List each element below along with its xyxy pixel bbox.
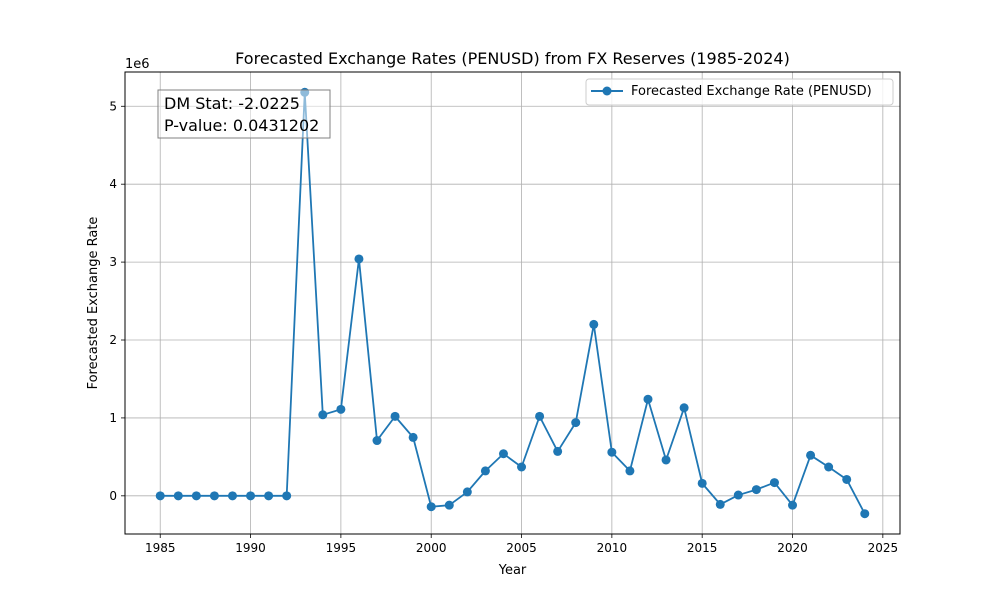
data-point (661, 455, 671, 465)
x-tick-label: 1995 (326, 541, 357, 555)
series-line (160, 91, 866, 515)
data-point (788, 500, 798, 510)
data-point (444, 500, 454, 510)
data-point (173, 491, 183, 501)
data-point (246, 491, 256, 501)
data-point (625, 466, 635, 476)
p-value-text: P-value: 0.0431202 (164, 116, 319, 135)
legend-marker-swatch (602, 86, 612, 96)
stats-annotation: DM Stat: -2.0225 P-value: 0.0431202 (157, 89, 331, 139)
data-point (227, 491, 237, 501)
x-tick-label: 1990 (235, 541, 266, 555)
data-point (733, 490, 743, 500)
data-point (390, 411, 400, 421)
legend-box (585, 78, 894, 106)
legend: Forecasted Exchange Rate (PENUSD) (585, 78, 894, 106)
plot-frame (124, 71, 901, 535)
grid-lines (125, 72, 900, 534)
data-point (535, 411, 545, 421)
data-point (336, 404, 346, 414)
data-point (408, 432, 418, 442)
y-tick-label: 4 (109, 177, 117, 191)
data-point (715, 499, 725, 509)
data-point (372, 436, 382, 446)
y-axis: 0 1 2 3 4 5 (109, 99, 125, 503)
y-tick-label: 0 (109, 489, 117, 503)
data-point (589, 319, 599, 329)
series-layer (155, 87, 870, 519)
data-point (842, 474, 852, 484)
x-tick-label: 1985 (145, 541, 176, 555)
data-point (571, 418, 581, 428)
legend-label: Forecasted Exchange Rate (PENUSD) (631, 84, 872, 99)
x-tick-label: 2015 (687, 541, 718, 555)
data-point (264, 491, 274, 501)
data-point (824, 462, 834, 472)
data-point (607, 447, 617, 457)
data-point (806, 450, 816, 460)
x-tick-label: 2000 (416, 541, 447, 555)
data-point (860, 509, 870, 519)
data-point (643, 394, 653, 404)
data-point (679, 403, 689, 413)
data-point (354, 254, 364, 264)
dm-stat-text: DM Stat: -2.0225 (164, 94, 300, 113)
data-point (209, 491, 219, 501)
y-axis-offset-label: 1e6 (125, 57, 150, 72)
y-tick-label: 3 (109, 255, 117, 269)
data-point (318, 410, 328, 420)
x-tick-label: 2010 (597, 541, 628, 555)
y-tick-label: 1 (109, 411, 117, 425)
y-axis-label: Forecasted Exchange Rate (86, 217, 101, 390)
data-point (553, 446, 563, 456)
data-point (498, 449, 508, 459)
data-point (480, 466, 490, 476)
y-tick-label: 2 (109, 333, 117, 347)
data-point (426, 502, 436, 512)
data-point (282, 491, 292, 501)
x-axis: 1985 1990 1995 2000 2005 2010 2015 2020 2025 (145, 534, 898, 555)
data-point (155, 491, 165, 501)
data-point (517, 462, 527, 472)
data-point (697, 478, 707, 488)
chart-title: Forecasted Exchange Rates (PENUSD) from … (235, 49, 790, 68)
stats-annotation-box (157, 89, 331, 139)
x-tick-label: 2025 (868, 541, 899, 555)
data-point (769, 478, 779, 488)
x-tick-label: 2020 (777, 541, 808, 555)
y-tick-label: 5 (109, 99, 117, 113)
x-axis-label: Year (498, 563, 527, 578)
data-point (462, 487, 472, 497)
x-tick-label: 2005 (506, 541, 537, 555)
data-point (751, 485, 761, 495)
data-point (191, 491, 201, 501)
